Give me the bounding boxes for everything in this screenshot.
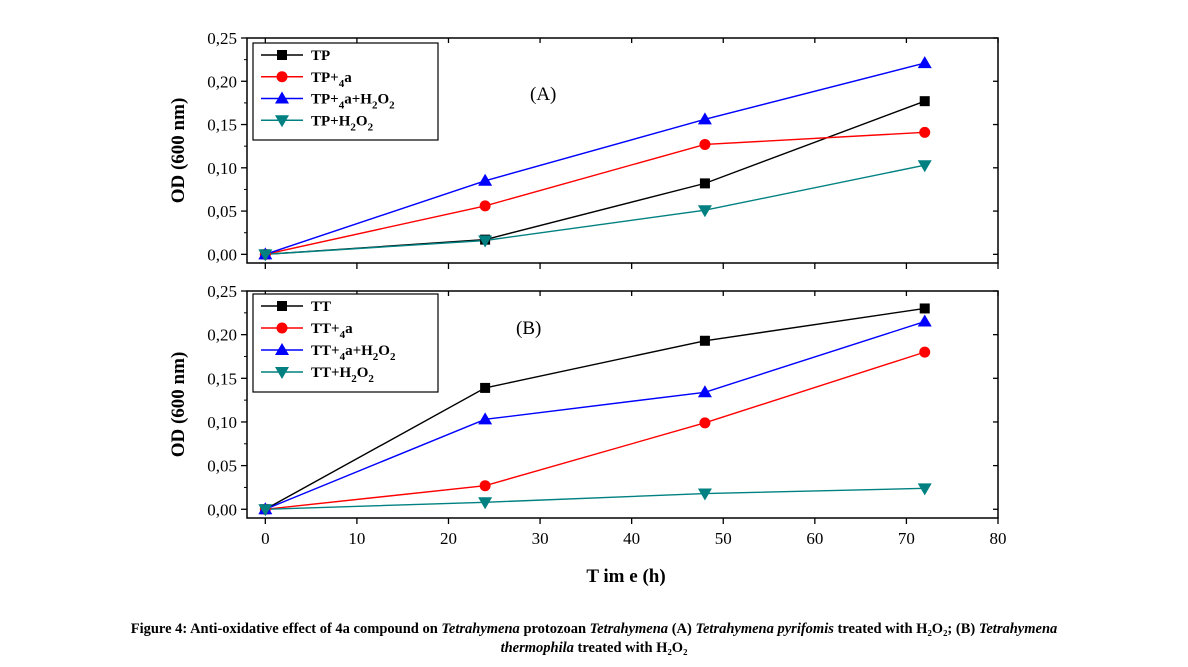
data-point-1-1 xyxy=(479,200,491,212)
figure-caption: Figure 4: Anti-oxidative effect of 4a co… xyxy=(0,620,1188,658)
series-line-3 xyxy=(265,164,925,256)
y-tick-label: 0,20 xyxy=(207,72,237,91)
caption-line-2: thermophila treated with H₂O₂ xyxy=(0,639,1188,658)
data-point-3-3 xyxy=(917,160,932,173)
data-point-3-2 xyxy=(697,205,712,218)
legend-swatch-marker xyxy=(275,367,289,379)
caption-segment: treated with H₂O₂ xyxy=(573,640,688,656)
legend-entry: TP+4a+H2O2 xyxy=(311,92,395,112)
caption-segment: Tetrahymena pyrifomis xyxy=(695,621,834,637)
legend-swatch-marker xyxy=(275,91,289,104)
data-point-0-3 xyxy=(919,303,930,314)
y-tick-label: 0,15 xyxy=(207,116,237,135)
legend-swatch-marker xyxy=(277,50,287,60)
data-point-3-1 xyxy=(478,235,493,248)
data-point-1-3 xyxy=(919,126,931,138)
data-point-0-1 xyxy=(480,382,491,393)
data-point-3-0 xyxy=(258,249,273,262)
y-tick-label: 0,25 xyxy=(207,282,237,301)
y-tick-label: 0,20 xyxy=(207,326,237,345)
data-point-3-3 xyxy=(917,483,932,496)
legend-swatch-marker xyxy=(275,115,289,128)
shared-x-axis: 0 10 20 30 40 50 60 70 80 xyxy=(261,529,1006,548)
caption-segment: (A) xyxy=(668,621,696,637)
y-tick-label: 0,10 xyxy=(207,159,237,178)
panel-label: (A) xyxy=(530,84,556,105)
x-tick-label: 10 xyxy=(348,529,365,548)
data-point-2-1 xyxy=(478,173,493,186)
y-tick-label: 0,25 xyxy=(207,29,237,48)
caption-segment: treated with H₂O₂; (B) xyxy=(833,621,979,637)
caption-line-1: Figure 4: Anti-oxidative effect of 4a co… xyxy=(0,620,1188,639)
data-point-2-3 xyxy=(917,56,932,69)
series-line-3 xyxy=(265,487,925,510)
caption-segment: Tetrahymena xyxy=(978,621,1058,637)
y-tick-label: 0,05 xyxy=(207,457,237,476)
y-axis-label: OD (600 nm) xyxy=(168,352,189,458)
legend-entry: TP+4a xyxy=(311,70,352,90)
x-tick-label: 40 xyxy=(623,529,640,548)
series-line-1 xyxy=(265,351,925,510)
data-point-2-2 xyxy=(697,112,712,125)
legend-swatch-marker xyxy=(276,322,288,334)
legend-entry: TP+H2O2 xyxy=(311,113,374,133)
data-point-2-1 xyxy=(478,412,493,425)
series-line-2 xyxy=(265,320,925,510)
series-line-1 xyxy=(265,131,925,256)
data-point-1-3 xyxy=(919,346,931,358)
panel-label: (B) xyxy=(516,318,541,339)
legend-entry: TT+4a xyxy=(311,321,353,341)
x-axis-label: T im e (h) xyxy=(586,566,665,587)
caption-segment: protozoan xyxy=(519,621,590,637)
legend-entry: TP xyxy=(311,48,330,64)
data-point-3-0 xyxy=(258,504,273,517)
x-tick-label: 30 xyxy=(532,529,549,548)
caption-segment: Figure 4: Anti-oxidative effect of 4a co… xyxy=(130,621,442,637)
y-axis-label: OD (600 nm) xyxy=(168,98,189,204)
y-tick-label: 0,15 xyxy=(207,369,237,388)
data-point-1-2 xyxy=(699,138,711,150)
data-point-3-1 xyxy=(478,497,493,510)
x-tick-label: 80 xyxy=(990,529,1007,548)
legend-entry: TT+4a+H2O2 xyxy=(311,343,396,363)
data-point-3-2 xyxy=(697,488,712,501)
caption-segment: thermophila xyxy=(500,640,574,656)
data-point-0-2 xyxy=(699,178,710,189)
y-tick-label: 0,00 xyxy=(207,245,237,264)
y-tick-label: 0,00 xyxy=(207,500,237,519)
data-point-0-2 xyxy=(699,335,710,346)
data-point-1-1 xyxy=(479,480,491,492)
x-tick-label: 20 xyxy=(440,529,457,548)
series-line-0 xyxy=(264,307,925,510)
data-point-0-3 xyxy=(919,96,930,107)
legend-entry: TT+H2O2 xyxy=(311,365,374,385)
data-point-1-2 xyxy=(699,417,711,429)
y-tick-label: 0,05 xyxy=(207,202,237,221)
plot-frame xyxy=(246,37,999,264)
caption-segment: Tetrahymena xyxy=(441,621,520,637)
data-point-2-3 xyxy=(917,314,932,327)
x-tick-label: 60 xyxy=(806,529,823,548)
x-tick-label: 50 xyxy=(715,529,732,548)
panel-a: 0,00 0,05 0,10 0,15 0,20 0,25 OD (600 nm) TP TP+… xyxy=(168,29,999,269)
x-tick-label: 0 xyxy=(261,529,270,548)
legend-swatch-marker xyxy=(276,71,288,83)
data-point-2-2 xyxy=(697,385,712,398)
panel-b: 0,00 0,05 0,10 0,15 0,20 0,25 OD (600 nm) TT TT+… xyxy=(168,282,999,524)
legend-swatch-marker xyxy=(275,343,289,355)
caption-segment: Tetrahymena xyxy=(589,621,669,637)
plot-frame xyxy=(246,290,999,519)
legend-entry: TT xyxy=(311,299,331,315)
y-tick-label: 0,10 xyxy=(207,413,237,432)
legend-swatch-marker xyxy=(277,301,287,311)
series-line-2 xyxy=(265,62,925,256)
x-tick-label: 70 xyxy=(898,529,915,548)
